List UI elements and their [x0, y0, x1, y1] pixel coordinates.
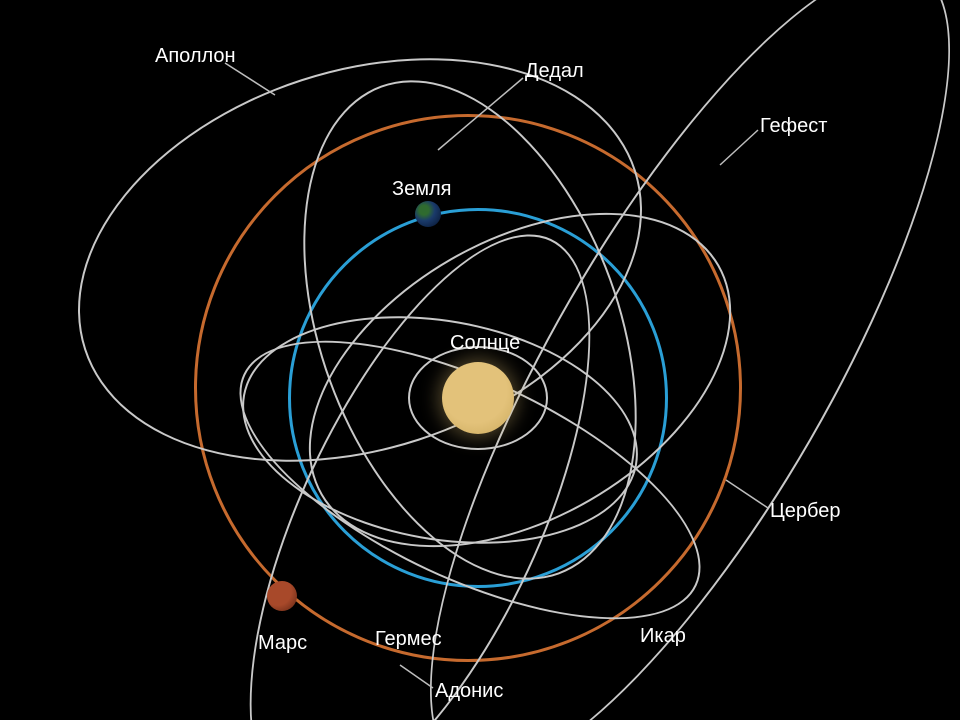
label-mars: Марс [258, 632, 307, 655]
label-adonis: Адонис [435, 680, 503, 703]
label-hephaest: Гефест [760, 115, 827, 138]
label-cerberus: Цербер [770, 500, 841, 523]
label-hermes: Гермес [375, 628, 442, 651]
label-apollo: Аполлон [155, 45, 236, 68]
mars [267, 581, 297, 611]
sun [442, 362, 514, 434]
label-sun: Солнце [450, 332, 520, 355]
earth [415, 201, 441, 227]
label-earth: Земля [392, 178, 451, 201]
label-daedalus: Дедал [525, 60, 584, 83]
label-icarus: Икар [640, 625, 686, 648]
